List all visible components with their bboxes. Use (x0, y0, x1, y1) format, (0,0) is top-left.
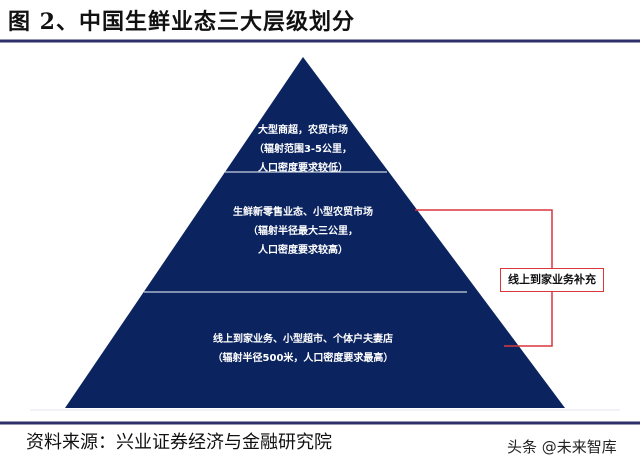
pyramid (65, 57, 565, 408)
tier-text: 生鲜新零售业态、小型农贸市场 (233, 207, 373, 218)
tier-text: （辐射半径500米，人口密度要求最高） (212, 353, 394, 364)
tier-middle: 生鲜新零售业态、小型农贸市场 （辐射半径最大三公里， 人口密度要求较高） (203, 203, 403, 260)
watermark: 头条 @未来智库 (507, 438, 617, 456)
tier-text: 大型商超，农贸市场 (258, 125, 348, 136)
tier-text: 人口密度要求较低） (258, 163, 348, 174)
tier-text: （辐射半径最大三公里， (248, 226, 358, 237)
tier-text: （辐射范围3-5公里， (253, 144, 353, 155)
tier-text: 线上到家业务、小型超市、个体户夫妻店 (213, 334, 393, 345)
figure-title: 图 2、中国生鲜业态三大层级划分 (8, 9, 355, 35)
tier-bottom: 线上到家业务、小型超市、个体户夫妻店 （辐射半径500米，人口密度要求最高） (193, 330, 413, 368)
bracket-label: 线上到家业务补充 (500, 268, 604, 292)
source-note: 资料来源：兴业证券经济与金融研究院 (26, 432, 332, 453)
tier-top: 大型商超，农贸市场 （辐射范围3-5公里， 人口密度要求较低） (223, 121, 383, 178)
tier-text: 人口密度要求较高） (258, 245, 348, 256)
